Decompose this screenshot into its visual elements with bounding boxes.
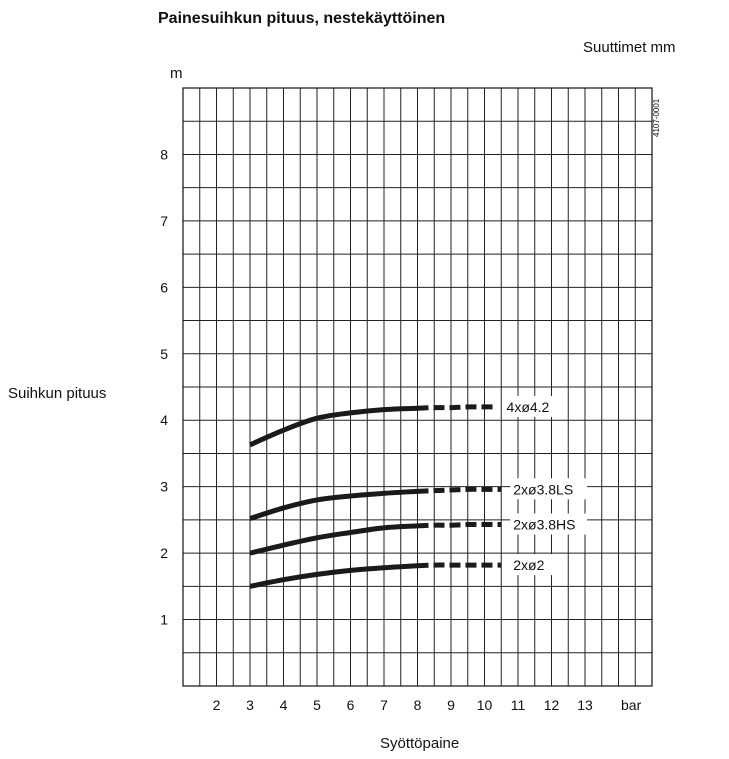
x-tick-label: 3 [246,697,254,713]
x-tick-label: 2 [213,697,221,713]
y-tick-label: 7 [160,213,168,229]
series-line-solid [248,405,418,448]
x-tick-label: 8 [414,697,422,713]
x-tick-label: 13 [577,697,593,713]
series-line-solid [249,563,418,589]
chart-title: Painesuihkun pituus, nestekäyttöinen [158,10,445,27]
series-line-solid [249,523,418,556]
series-line-dashed [417,521,502,529]
series-line-solid [249,488,418,521]
x-tick-label: 7 [380,697,388,713]
legend-title: Suuttimet mm [583,39,676,56]
grid [182,87,653,687]
series-label: 2xø3.8LS [513,481,573,497]
series-label: 2xø2 [513,557,544,573]
figure-code: 4107-0001 [652,98,661,137]
y-tick-label: 1 [160,612,168,628]
series-2: 2xø3.8LS [249,478,588,521]
y-tick-label: 4 [160,412,168,428]
series-1: 4xø4.2 [248,395,564,448]
series-label-bg [510,513,588,535]
series-group: 4xø4.2 2xø3.8LS 2xø3.8HS 2xø2 [248,395,588,589]
series-label: 2xø3.8HS [513,517,575,533]
series-label-bg [510,478,588,500]
x-tick-label: 10 [477,697,493,713]
series-label-bg [510,554,553,576]
x-unit-label: bar [621,697,642,713]
y-tick-label: 3 [160,479,168,495]
x-tick-label: 9 [447,697,455,713]
x-tick-label: 4 [280,697,288,713]
series-line-dashed [417,562,502,569]
series-line-dashed [417,404,495,411]
series-line-dashed [417,486,502,494]
y-tick-label: 5 [160,346,168,362]
series-label: 4xø4.2 [507,399,550,415]
x-tick-label: 12 [544,697,560,713]
x-tick-label: 11 [511,697,526,713]
x-tick-label: 5 [313,697,321,713]
y-tick-label: 2 [160,545,168,561]
x-tick-label: 6 [347,697,355,713]
x-axis-label: Syöttöpaine [380,735,459,752]
y-unit-label: m [170,65,183,82]
series-label-bg [503,395,564,417]
series-3: 2xø3.8HS [249,513,588,556]
plot-frame [182,87,653,687]
y-axis-label: Suihkun pituus [8,385,106,402]
y-tick-label: 6 [160,279,168,295]
series-4: 2xø2 [249,554,553,589]
y-tick-label: 8 [160,146,168,162]
